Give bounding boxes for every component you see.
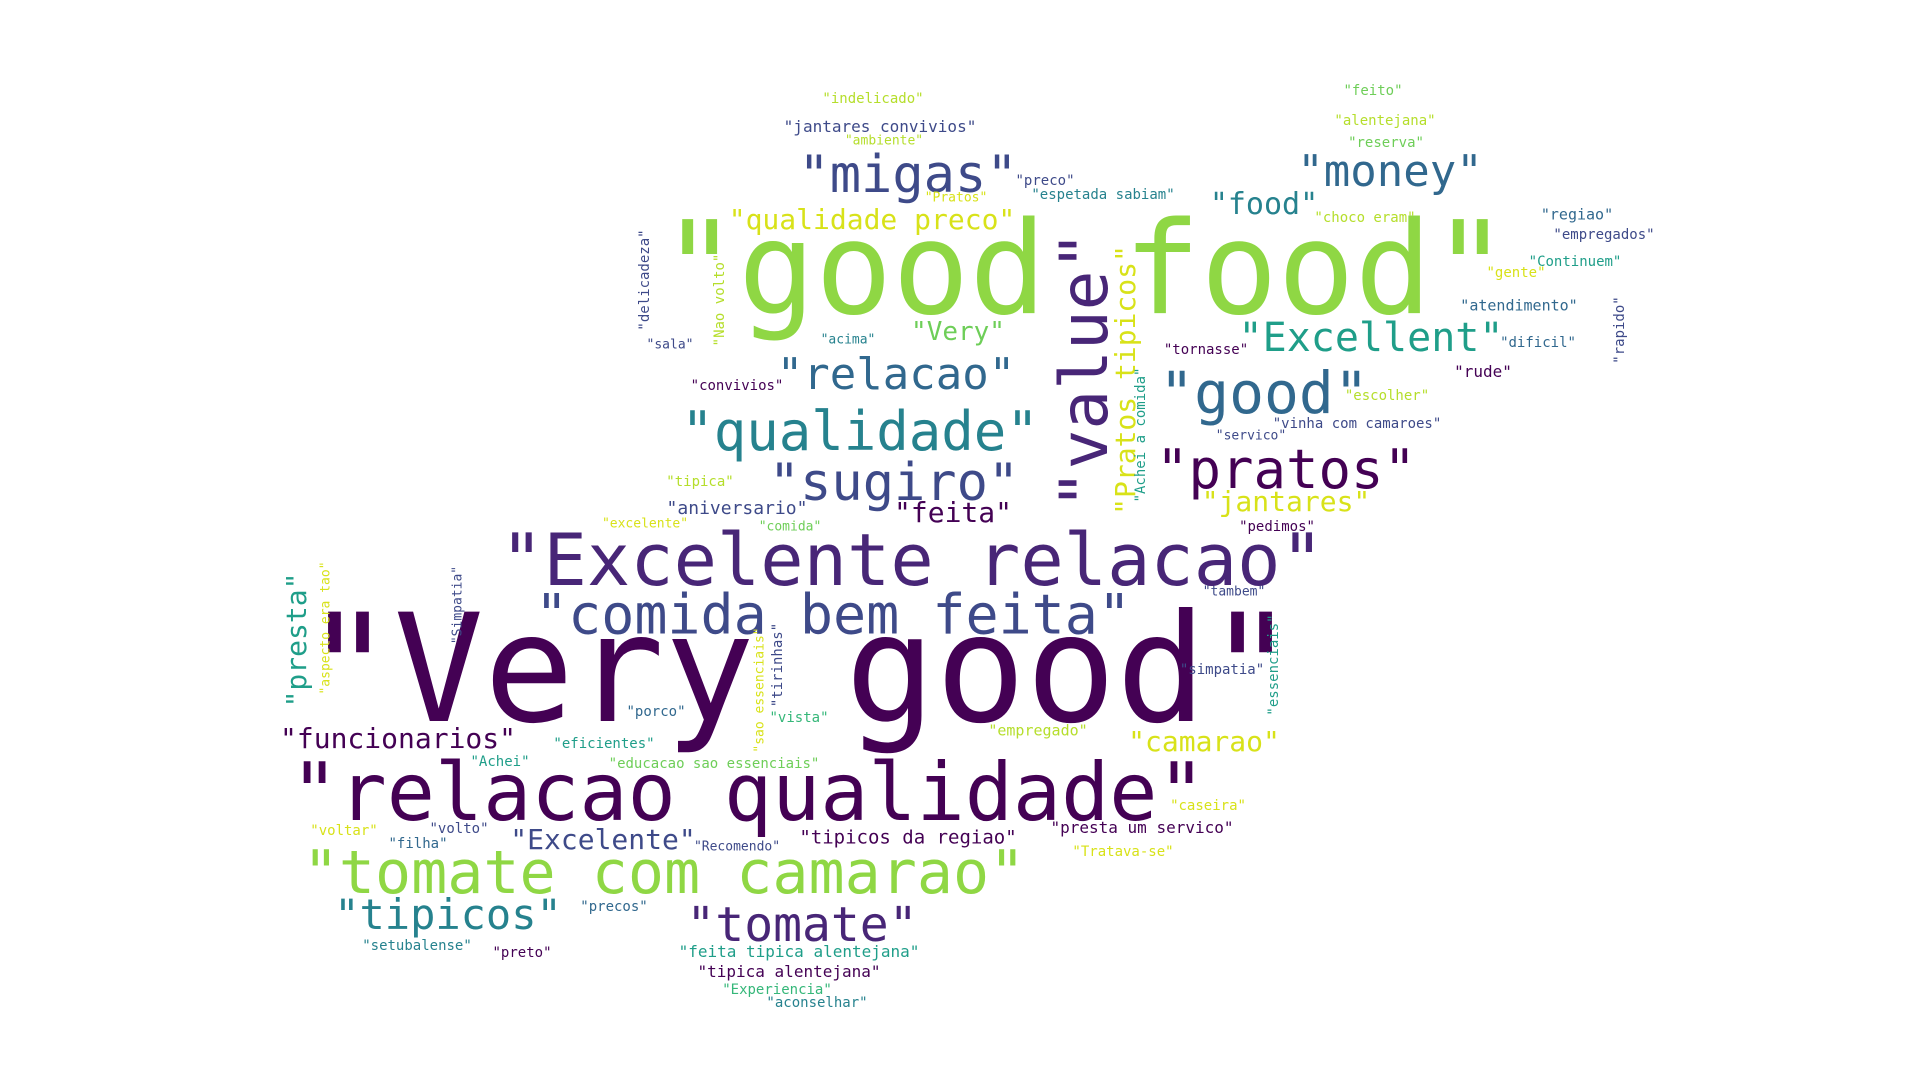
word-qualidade: "qualidade" — [681, 400, 1039, 463]
word-caseira: "caseira" — [1170, 798, 1246, 814]
word-simpatia: "simpatia" — [1179, 662, 1265, 678]
word-achei-a-comida: "Achei a comida" — [1133, 367, 1149, 503]
word-tipicos-da-regiao: "tipicos da regiao" — [799, 826, 1017, 849]
word-continuem: "Continuem" — [1528, 254, 1622, 270]
word-jantares: "jantares" — [1201, 485, 1371, 518]
word-indelicado: "indelicado" — [822, 91, 924, 107]
word-excelente-relacao: "Excelente relacao" — [500, 518, 1324, 602]
word-very-good: "Very good" — [303, 583, 1297, 757]
word-empregados: "empregados" — [1553, 227, 1655, 243]
word-recomendo: "Recomendo" — [693, 839, 781, 855]
word-sao-essenciais: "sao essenciais" — [752, 627, 768, 753]
word-pratos-cap: "Pratos" — [924, 190, 988, 206]
word-tipicos: "tipicos" — [334, 890, 562, 939]
word-experiencia: "Experiencia" — [722, 982, 832, 998]
word-food: "food" — [1209, 187, 1319, 222]
word-tirinhas: "tirinhas" — [770, 622, 786, 708]
word-money: "money" — [1297, 146, 1483, 197]
word-educacao-sao-essenciais: "educacao sao essenciais" — [608, 756, 820, 772]
word-setubalense: "setubalense" — [362, 938, 472, 954]
word-comida: "comida" — [758, 519, 822, 535]
word-simpatia-cap: "Simpatia" — [450, 565, 466, 645]
word-aspecto-era-tao: "aspecto era tao" — [318, 561, 334, 695]
word-funcionarios: "funcionarios" — [279, 722, 517, 755]
word-acima: "acima" — [820, 332, 876, 348]
word-espetada-sabiam: "espetada sabiam" — [1031, 187, 1175, 203]
word-choco-eram: "choco eram" — [1314, 210, 1416, 226]
word-filha: "filha" — [388, 836, 448, 852]
word-feito: "feito" — [1343, 83, 1403, 99]
word-achei: "Achei" — [470, 754, 530, 770]
word-dificil: "dificil" — [1500, 335, 1576, 351]
word-servico: "servico" — [1215, 428, 1287, 444]
word-good-food: "good food" — [661, 195, 1509, 344]
word-relacao-qualidade: "relacao qualidade" — [290, 746, 1206, 839]
word-feita-tipica-alentejana: "feita tipica alentejana" — [678, 942, 920, 961]
word-aconselhar: "aconselhar" — [766, 995, 868, 1011]
word-presta-um-servico: "presta um servico" — [1050, 818, 1234, 837]
word-escolher: "escolher" — [1344, 388, 1430, 404]
word-delicadeza: "delicadeza" — [637, 229, 653, 331]
word-very: "Very" — [911, 317, 1005, 347]
word-preto: "preto" — [492, 945, 552, 961]
word-tomate-com-camarao: "tomate com camarao" — [302, 838, 1026, 908]
word-excelente-lower: "excelente" — [601, 516, 689, 532]
word-regiao: "regiao" — [1540, 205, 1614, 224]
word-tambem: "tambem" — [1202, 584, 1266, 600]
word-voltar: "voltar" — [310, 823, 378, 839]
word-ambiente: "ambiente" — [844, 133, 924, 149]
word-gente: "gente" — [1486, 265, 1546, 281]
word-preco: "preco" — [1015, 173, 1075, 189]
word-good: "good" — [1159, 359, 1369, 427]
word-comida-bem-feita: "comida bem feita" — [534, 582, 1132, 647]
word-reserva: "reserva" — [1348, 135, 1424, 151]
word-pedimos: "pedimos" — [1239, 519, 1315, 535]
word-feita: "feita" — [893, 496, 1013, 529]
word-qualidade-preco: "qualidade preco" — [728, 203, 1016, 236]
word-rapido: "rapido" — [1612, 296, 1628, 364]
word-tratava-se: "Tratava-se" — [1072, 844, 1174, 860]
word-pratos: "pratos" — [1155, 438, 1417, 501]
word-vista: "vista" — [769, 710, 829, 726]
word-eficientes: "eficientes" — [553, 736, 655, 752]
word-empregado: "empregado" — [988, 721, 1088, 740]
word-vinha-com-camaroes: "vinha com camaroes" — [1272, 416, 1442, 432]
word-tornasse: "tornasse" — [1163, 342, 1249, 358]
word-tipica: "tipica" — [666, 474, 734, 490]
word-tipica-alentejana: "tipica alentejana" — [697, 962, 881, 981]
word-migas: "migas" — [798, 145, 1018, 205]
word-excellent: "Excellent" — [1238, 315, 1504, 361]
word-volto: "volto" — [429, 821, 489, 837]
word-aniversario: "aniversario" — [666, 498, 808, 519]
word-jantares-convivios: "jantares convivios" — [783, 117, 977, 136]
word-camarao: "camarao" — [1128, 725, 1280, 758]
word-tomate: "tomate" — [686, 897, 918, 953]
word-relacao: "relacao" — [776, 349, 1016, 400]
word-rude: "rude" — [1454, 362, 1512, 381]
word-porco: "porco" — [626, 704, 686, 720]
word-essenciais: "essenciais" — [1266, 614, 1282, 716]
word-atendimento: "atendimento" — [1460, 296, 1578, 315]
word-presta: "presta" — [280, 572, 313, 708]
word-nao-volto: "Nao volto" — [712, 253, 728, 347]
word-excelente-cap: "Excelente" — [510, 823, 696, 856]
word-precos: "precos" — [580, 899, 648, 915]
word-convivios: "convivios" — [690, 378, 784, 394]
word-sugiro: "sugiro" — [768, 453, 1020, 513]
word-sala: "sala" — [646, 337, 694, 353]
word-alentejana: "alentejana" — [1334, 113, 1436, 129]
